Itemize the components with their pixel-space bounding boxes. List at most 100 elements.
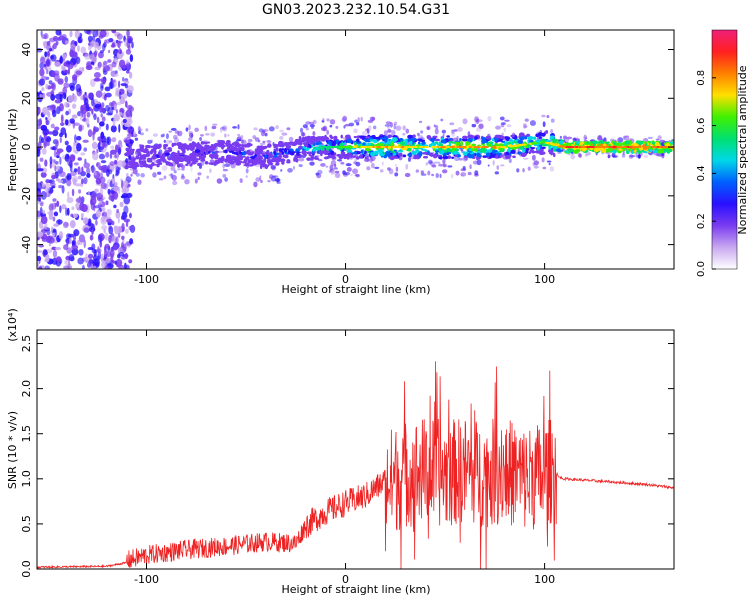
spectrogram-cell — [280, 158, 286, 162]
spectrogram-cell — [289, 151, 295, 156]
spectrogram-cell — [106, 218, 113, 223]
spectrogram-cell — [97, 246, 100, 253]
spectrogram-cell — [275, 125, 279, 130]
snr-series-line — [37, 361, 674, 569]
spectrogram-cell — [460, 140, 463, 146]
spectrogram-cell — [281, 151, 285, 155]
spectrogram-cell — [116, 225, 123, 234]
spectrogram-cell — [455, 141, 460, 146]
spectrogram-cell — [410, 137, 417, 141]
spectrogram-cell — [151, 156, 155, 159]
spectrogram-cell — [495, 154, 499, 159]
spectrogram-cell — [75, 70, 83, 75]
spectrogram-cell — [37, 262, 40, 268]
spectrogram-cell — [176, 130, 180, 137]
spectrogram-cell — [161, 165, 168, 171]
spectrogram-cell — [542, 166, 547, 170]
spectrogram-cell — [163, 175, 167, 180]
spectrogram-cell — [434, 128, 439, 135]
spectrogram-cell — [66, 197, 74, 204]
spectrogram-cell — [473, 136, 479, 140]
spectrogram-cell — [204, 161, 209, 165]
spectrogram-cell — [576, 140, 581, 144]
spectrogram-cell — [256, 153, 260, 157]
spectrogram-cell — [75, 197, 83, 204]
spectrogram-cell — [325, 140, 329, 143]
spectrogram-cell — [44, 159, 48, 167]
spectrogram-cell — [538, 136, 543, 139]
spectrogram-cell — [81, 107, 87, 115]
spectrogram-cell — [128, 225, 133, 231]
spectrogram-cell — [41, 236, 45, 240]
spectrogram-cell — [131, 41, 134, 49]
spectrogram-cell — [116, 152, 119, 161]
spectrogram-cell — [431, 137, 435, 143]
spectrogram-cell — [149, 150, 153, 155]
spectrogram-cell — [90, 196, 97, 206]
spectrogram-cell — [210, 156, 214, 160]
spectrogram-cell — [65, 207, 68, 217]
spectrogram-cell — [542, 121, 546, 128]
spectrogram-cell — [97, 234, 103, 243]
spectrogram-cell — [116, 101, 122, 106]
spectrogram-cell — [104, 265, 110, 269]
spectrogram-cell — [224, 149, 228, 154]
spectrogram-cell — [360, 116, 363, 122]
spectrogram-cell — [168, 162, 173, 167]
spectrogram-cell — [314, 155, 318, 161]
spectrogram-cell — [304, 144, 309, 147]
spectrogram-cell — [44, 141, 48, 148]
spectrogram-cell — [604, 148, 610, 153]
spectrogram-cell — [125, 48, 132, 55]
spectrogram-cell — [135, 173, 140, 177]
spectrogram-cell — [264, 132, 268, 137]
snr-y-axis: 0.0 0.5 1.0 1.5 2.0 2.5 — [20, 335, 674, 578]
spectrogram-cell — [439, 173, 442, 179]
spectrogram-cell — [585, 151, 591, 156]
spectrogram-cell — [165, 133, 169, 140]
spectrogram-cell — [437, 161, 441, 164]
spectrogram-cell — [657, 135, 662, 141]
spectrogram-cell — [123, 205, 129, 215]
spectrogram-cell — [115, 109, 118, 114]
spectrogram-cell — [222, 173, 227, 178]
spectrogram-ridge-cell — [352, 146, 358, 149]
spectrogram-cell — [542, 138, 547, 142]
spectrogram-cell — [66, 61, 72, 65]
spectrogram-cell — [197, 172, 202, 176]
spectrogram-cell — [549, 152, 555, 155]
spectrogram-cell — [66, 207, 70, 216]
spectrogram-cell — [99, 176, 106, 184]
spectrogram-cell — [87, 246, 94, 251]
spectrogram-cell — [111, 136, 117, 143]
spectrogram-cell — [173, 137, 180, 144]
spectrogram-cell — [551, 138, 558, 143]
spectrogram-cell — [315, 172, 320, 176]
spectrogram-cell — [77, 175, 82, 180]
spectrogram-cell — [339, 155, 342, 160]
spectrogram-cell — [531, 154, 536, 161]
spectrogram-ridge-cell — [472, 146, 479, 149]
spectrogram-ridge-cell — [318, 146, 325, 149]
spectrogram-cell — [263, 163, 268, 167]
spectrogram-cell — [44, 182, 51, 192]
spectrogram-cell — [280, 168, 283, 172]
spectrogram-cell — [59, 56, 64, 64]
snr-panel: -100 0 100 0.0 0.5 1.0 1.5 2.0 2.5 Height of st… — [6, 308, 675, 596]
spectrogram-cell — [53, 159, 56, 164]
spectrogram-cell — [632, 142, 637, 146]
colorbar-ticks: 0.0 0.2 0.4 0.6 0.8 — [696, 70, 716, 277]
spectrogram-cell — [125, 70, 130, 74]
spectrogram-cell — [63, 53, 67, 59]
spectrogram-cell — [99, 121, 105, 127]
spectrogram-cell — [72, 103, 77, 109]
spectrogram-cell — [92, 132, 95, 141]
spectrogram-cell — [127, 159, 132, 162]
spectrogram-cell — [276, 181, 281, 185]
spectrogram-heatmap — [37, 30, 674, 269]
spectrogram-cell — [508, 158, 512, 164]
spectrogram-cell — [340, 154, 345, 158]
spectrogram-cell — [558, 140, 564, 145]
spectrogram-cell — [455, 154, 458, 157]
spectrogram-cell — [69, 44, 77, 49]
